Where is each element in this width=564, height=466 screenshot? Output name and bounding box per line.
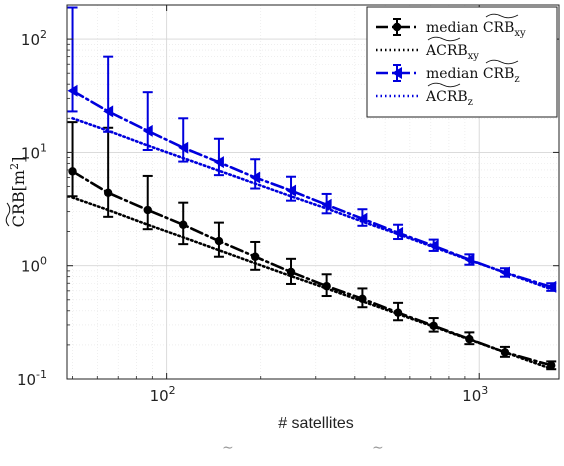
y-axis-label-unit-close: ] [9, 157, 28, 163]
data-point [178, 141, 189, 154]
data-point [214, 236, 224, 246]
series-line [71, 196, 553, 371]
x-tick-label: 103 [462, 384, 488, 405]
series-0 [67, 121, 557, 371]
tick-labels: 102 103 10-1 100 101 102 [17, 28, 488, 405]
data-point [250, 171, 261, 184]
x-tick-label: 102 [150, 384, 176, 405]
data-point [67, 84, 78, 97]
legend-entry-3: ACRBz [376, 82, 473, 108]
plot-series [67, 6, 557, 371]
svg-text:CRB[m2]: CRB[m2] [8, 157, 28, 228]
y-axis-label: CRB[m2] [5, 157, 28, 228]
legend-label: ACRBxy [425, 43, 479, 62]
y-tick-label: 10-1 [17, 368, 47, 389]
series-1 [71, 196, 553, 371]
y-axis-label-tilde [5, 202, 11, 227]
legend-tilde [427, 82, 461, 88]
data-point [143, 205, 152, 215]
y-axis-label-main: CRB [9, 191, 28, 227]
cropped-footer: ∼ ∼ [0, 440, 564, 466]
y-tick-label: 101 [21, 141, 47, 162]
data-point [142, 124, 153, 137]
data-point [103, 105, 114, 118]
x-axis-label: # satellites [278, 415, 354, 432]
minor-grid [67, 4, 559, 379]
y-axis-label-unit: [m [9, 170, 28, 191]
legend-tilde [427, 36, 461, 42]
data-point [464, 253, 475, 266]
data-point [286, 184, 297, 197]
y-axis-label-unit-exp: 2 [8, 163, 21, 170]
y-tick-label: 100 [21, 255, 47, 276]
data-point [179, 220, 188, 229]
data-point [68, 167, 77, 176]
legend-tilde [485, 13, 519, 19]
data-point [103, 188, 113, 198]
data-point [250, 252, 260, 261]
data-point [321, 198, 332, 211]
legend-entry-0: median CRBxy [376, 13, 526, 39]
y-tick-label: 102 [21, 28, 47, 49]
footer-fragment-right: ∼ [372, 440, 384, 456]
plot-frame [66, 4, 560, 380]
legend: median CRBxy ACRBxy median CRBz ACRBz [366, 6, 558, 118]
legend-label: median CRBz [426, 66, 520, 85]
series-2 [67, 6, 557, 293]
legend-entry-1: ACRBxy [376, 36, 479, 62]
data-point [546, 280, 557, 293]
series-line [71, 117, 553, 291]
legend-entry-2: median CRBz [376, 59, 520, 85]
legend-label: median CRBxy [426, 20, 526, 39]
axis-ticks [67, 4, 559, 380]
series-3 [71, 117, 553, 291]
data-point [213, 156, 224, 169]
legend-tilde [485, 59, 519, 65]
legend-label: ACRBz [425, 89, 473, 108]
footer-fragment-left: ∼ [222, 440, 234, 456]
